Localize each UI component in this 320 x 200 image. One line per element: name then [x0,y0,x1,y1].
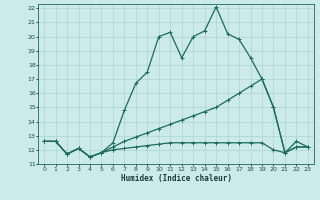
X-axis label: Humidex (Indice chaleur): Humidex (Indice chaleur) [121,174,231,183]
